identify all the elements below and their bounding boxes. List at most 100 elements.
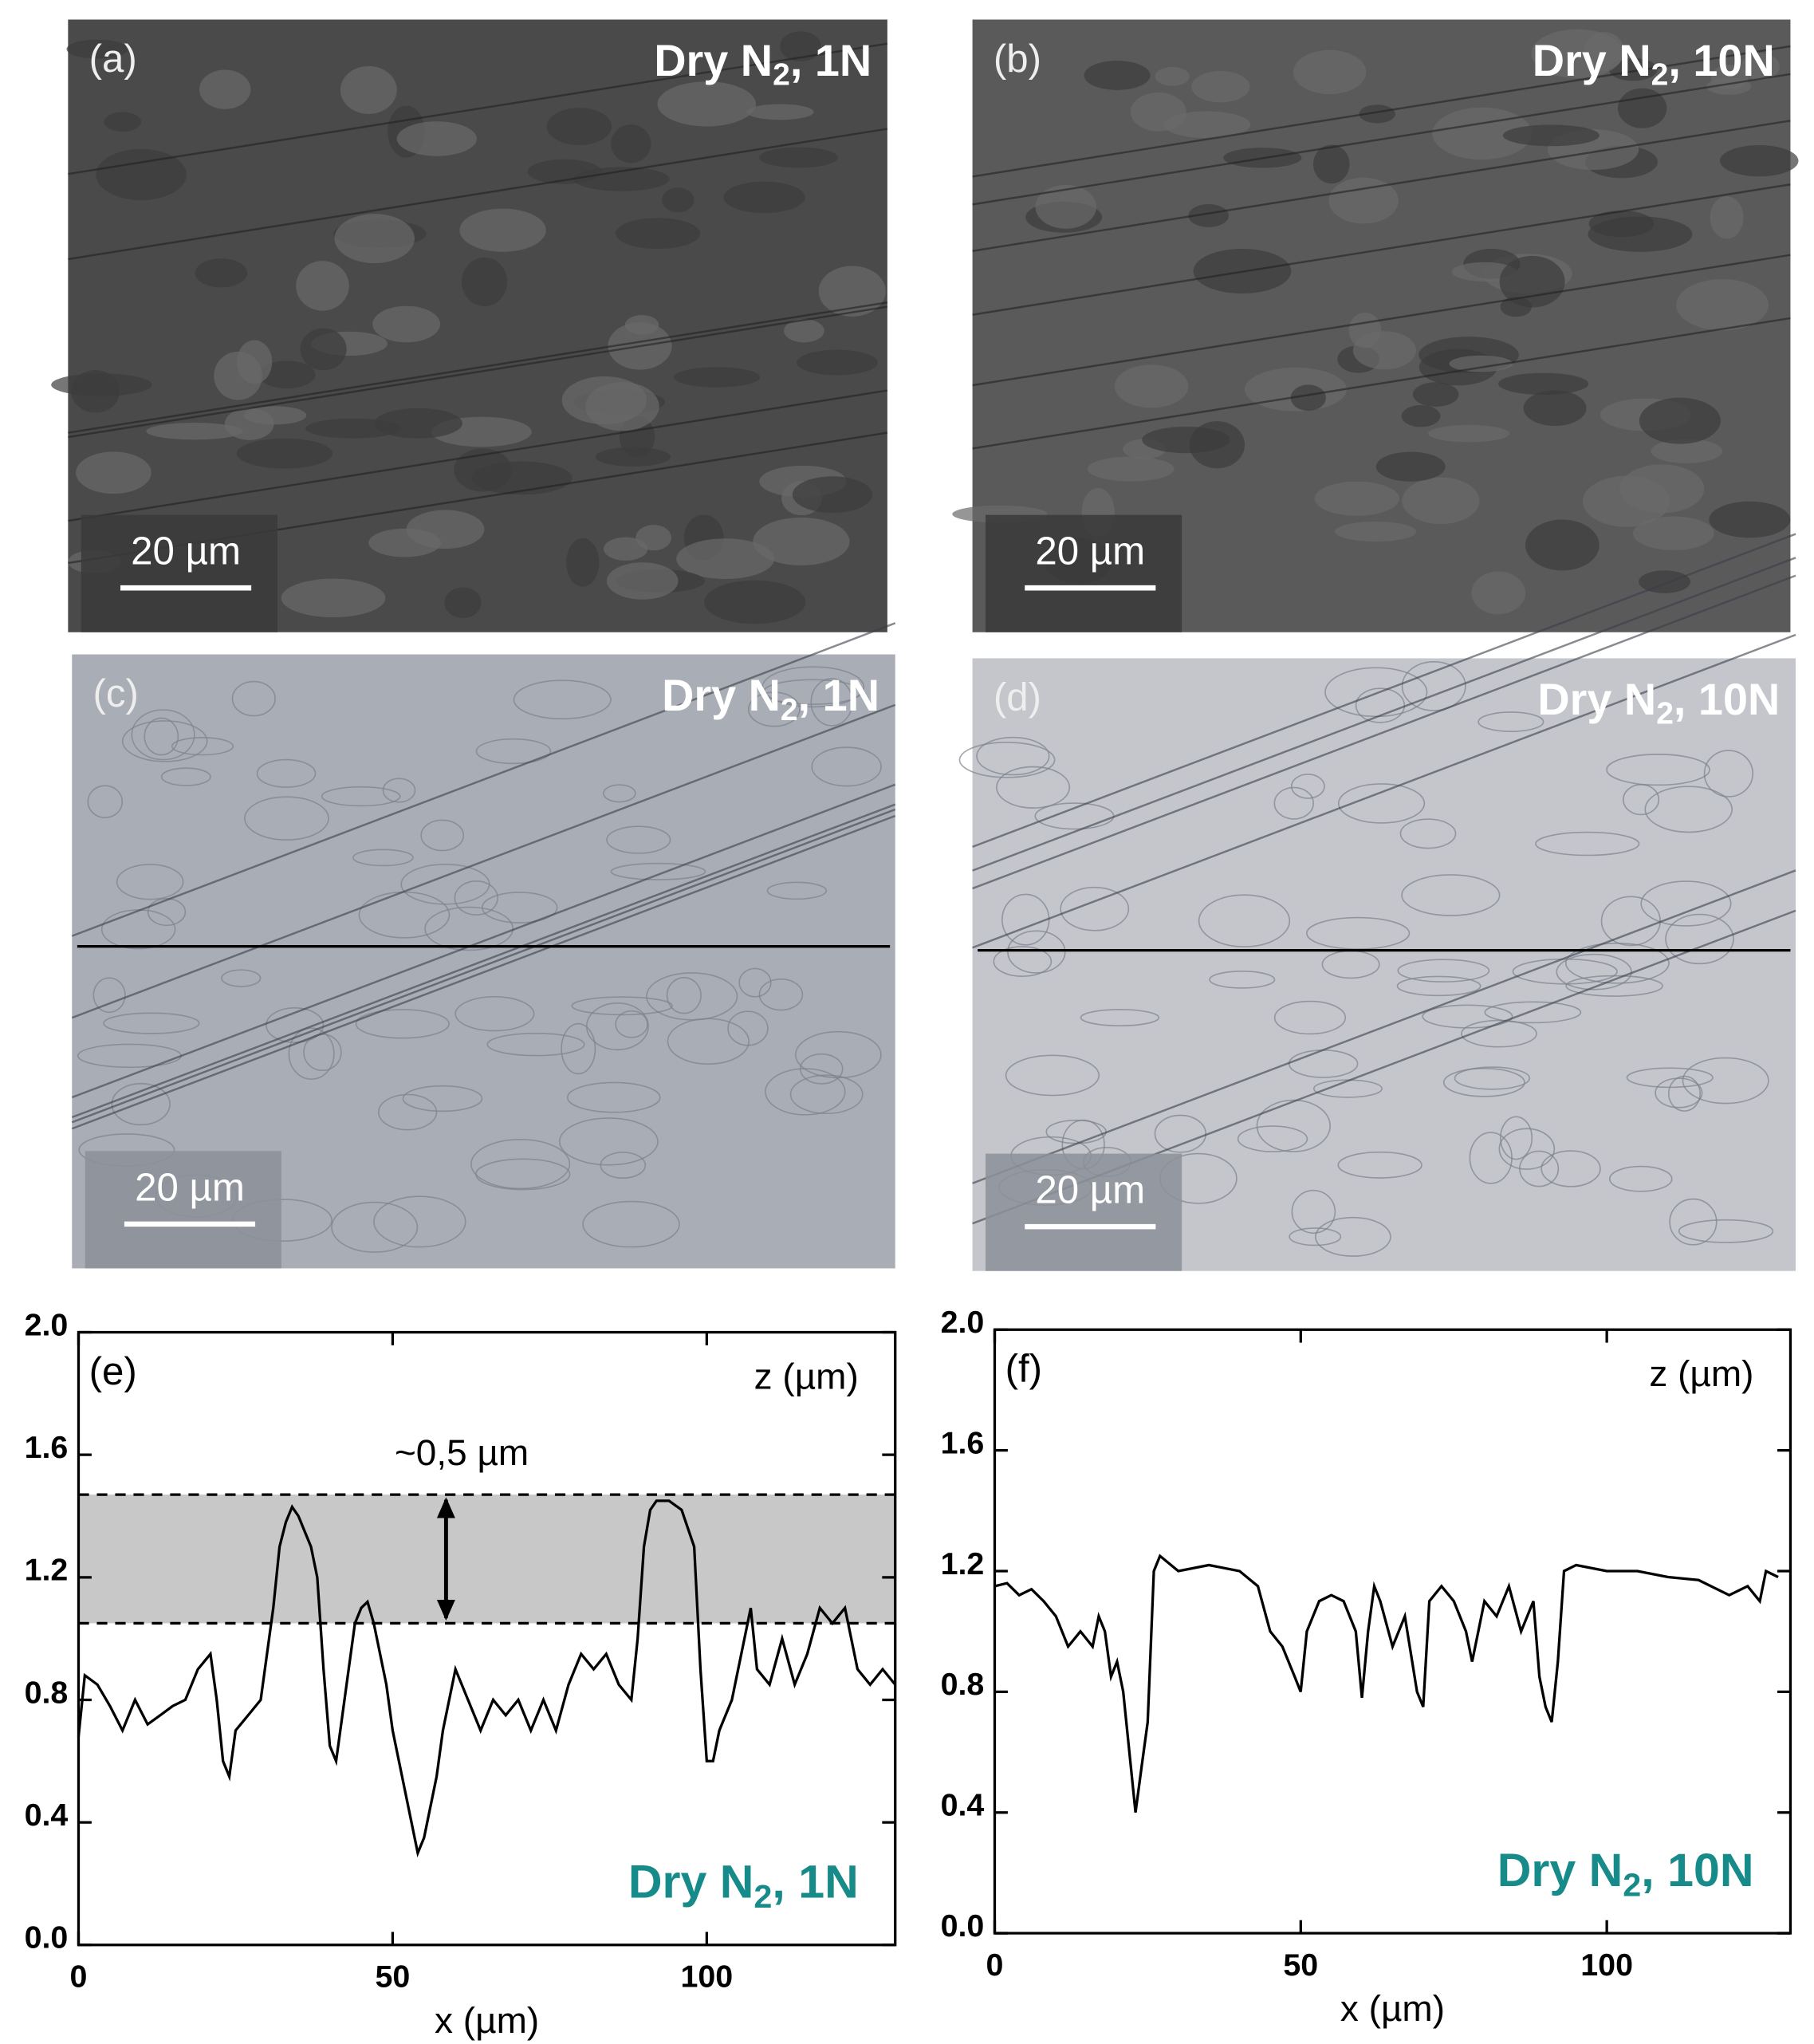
texture — [1606, 754, 1710, 786]
y-tick-label: 0.4 — [941, 1788, 985, 1823]
texture — [1639, 570, 1690, 593]
texture — [1484, 1001, 1582, 1024]
texture — [1432, 107, 1533, 160]
texture — [104, 112, 142, 132]
texture — [486, 1032, 585, 1057]
texture — [606, 825, 671, 854]
texture — [1335, 521, 1417, 542]
texture — [762, 679, 863, 705]
texture — [606, 562, 679, 600]
scratch — [972, 254, 1791, 387]
texture — [615, 1010, 648, 1038]
y-tick-label: 1.6 — [941, 1426, 985, 1461]
plot-frame — [993, 1328, 1792, 1935]
panel-label: (c) — [93, 672, 139, 715]
texture — [1428, 424, 1510, 443]
texture — [666, 976, 702, 1014]
texture — [1237, 1125, 1308, 1152]
texture — [792, 476, 873, 514]
x-axis-label: x (µm) — [435, 1999, 539, 2041]
condition: Dry N2, 1N — [662, 671, 879, 727]
y-tick-label: 1.2 — [25, 1553, 69, 1588]
condition-text: , 1N — [798, 671, 879, 720]
texture — [1498, 372, 1589, 396]
texture — [334, 214, 415, 264]
scratch — [68, 389, 888, 522]
texture — [221, 969, 262, 987]
condition: Dry N2, 10N — [1537, 675, 1780, 731]
texture — [378, 1093, 438, 1131]
scratch — [71, 783, 896, 1099]
texture — [382, 778, 416, 803]
texture — [288, 1027, 335, 1081]
texture — [1198, 894, 1291, 947]
scale-bar-label: 20 µm — [135, 1166, 245, 1209]
condition-text: Dry N — [662, 671, 781, 720]
texture — [1639, 397, 1721, 444]
scratch — [68, 305, 888, 439]
texture — [195, 258, 248, 288]
texture — [1397, 959, 1490, 983]
texture — [958, 742, 1056, 778]
condition-text: , 1N — [772, 1856, 858, 1908]
texture — [1500, 297, 1533, 317]
texture — [758, 978, 804, 1011]
texture — [723, 181, 805, 214]
texture — [1500, 1116, 1533, 1160]
texture — [281, 578, 386, 618]
texture — [1005, 1054, 1100, 1097]
texture — [586, 1002, 649, 1051]
condition-text: , 1N — [790, 36, 872, 85]
texture — [1523, 390, 1587, 427]
scratch — [972, 869, 1796, 1184]
y-tick-label: 0.0 — [941, 1908, 985, 1944]
texture — [459, 208, 546, 252]
y-tick-label: 1.2 — [941, 1546, 985, 1581]
texture — [676, 538, 775, 580]
condition-text: Dry N — [1533, 36, 1651, 85]
texture — [1502, 124, 1600, 147]
condition-subscript: 2 — [754, 1878, 772, 1915]
texture — [704, 580, 806, 624]
texture — [1665, 913, 1734, 965]
texture — [1273, 1000, 1347, 1035]
texture — [92, 977, 126, 1014]
texture — [266, 1007, 325, 1043]
texture — [1290, 384, 1326, 412]
texture — [976, 736, 1050, 776]
scale-bar-box — [85, 1151, 281, 1269]
texture — [1314, 481, 1399, 516]
scratch — [71, 814, 896, 1130]
plot-frame — [77, 1330, 897, 1947]
texture — [1469, 1132, 1513, 1184]
scratch — [68, 128, 888, 261]
arrow-head — [436, 1497, 455, 1518]
texture — [96, 148, 187, 201]
x-tick-label: 0 — [70, 1959, 88, 1995]
texture — [131, 709, 195, 761]
arrow-head — [436, 1600, 455, 1621]
texture — [611, 124, 651, 163]
texture — [1682, 1057, 1769, 1105]
texture — [566, 1081, 661, 1113]
texture — [1651, 439, 1723, 463]
condition-subscript: 2 — [1623, 1866, 1641, 1903]
texture — [111, 1082, 171, 1126]
texture — [1703, 750, 1754, 798]
scale-bar-box — [81, 514, 277, 632]
texture — [1142, 426, 1230, 454]
texture — [1499, 255, 1565, 308]
texture — [171, 737, 234, 756]
texture — [780, 31, 821, 62]
texture — [603, 537, 648, 561]
texture — [797, 349, 878, 376]
texture — [420, 819, 465, 852]
texture — [1478, 711, 1544, 733]
texture — [244, 796, 329, 841]
texture — [1399, 818, 1457, 849]
texture — [296, 261, 349, 311]
texture — [1678, 1219, 1774, 1243]
texture — [1608, 1165, 1673, 1192]
texture — [1525, 519, 1600, 571]
